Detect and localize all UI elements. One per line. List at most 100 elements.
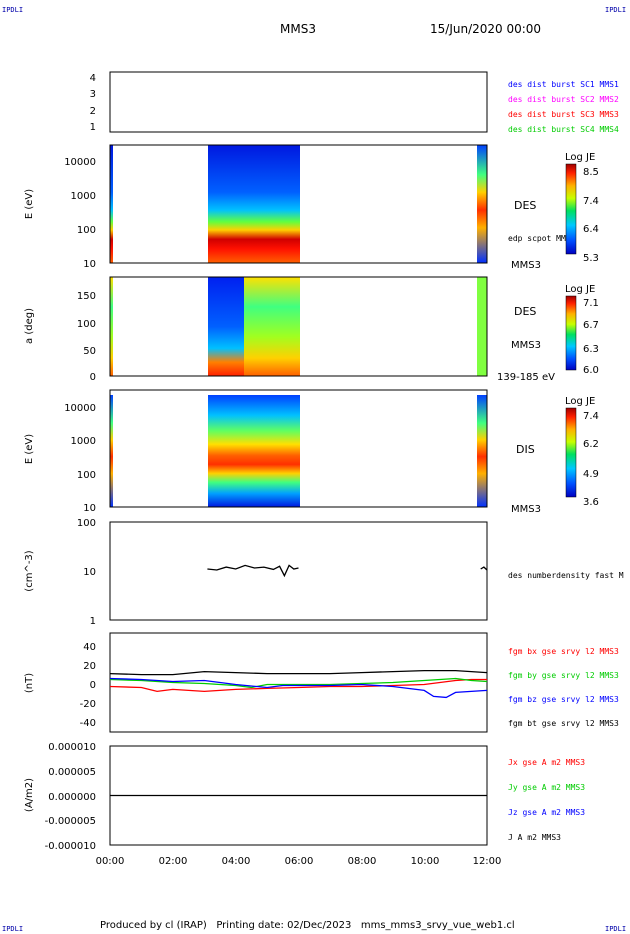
des-pitch-burst-a	[208, 277, 244, 376]
series-line-0	[109, 678, 487, 693]
y-tick: 40	[83, 642, 96, 653]
series-line-2	[109, 677, 488, 699]
colorbar-3-title: Log JE	[565, 396, 595, 407]
y-tick: 10000	[64, 157, 96, 168]
legend-sc1: des dist burst SC1 MMS1	[508, 80, 619, 89]
series-line-0	[207, 564, 299, 578]
cbar-tick: 3.6	[583, 497, 599, 508]
panel-dis-energy: 10000 1000 100 10 E (eV) DIS MMS3 Log JE…	[24, 389, 599, 515]
legend-bz: fgm bz gse srvy l2 MMS3	[508, 695, 619, 704]
cbar-tick: 6.2	[583, 439, 599, 450]
colorbar-1-ticks: 8.5 7.4 6.4 5.3	[583, 167, 599, 264]
panel-magnetic-field: 40 20 0 -20 -40 (nT) fgm bx gse srvy l2 …	[24, 632, 619, 733]
panel-1-legend: des dist burst SC1 MMS1 des dist burst S…	[508, 80, 619, 134]
panel-5-ylabel: (cm^-3)	[24, 550, 35, 591]
panel-2-ylabel: E (eV)	[24, 189, 35, 219]
des-energy-burst	[208, 145, 300, 263]
y-tick: 100	[77, 518, 96, 529]
panel-6-yticks: 40 20 0 -20 -40	[80, 642, 96, 729]
y-tick: 0.000010	[48, 742, 96, 753]
cbar-tick: 7.4	[583, 196, 599, 207]
x-tick: 00:00	[96, 856, 125, 867]
datetime-title: 15/Jun/2020 00:00	[430, 22, 541, 36]
colorbar-2-ticks: 7.1 6.7 6.3 6.0	[583, 298, 599, 376]
series-line-1	[109, 677, 488, 689]
y-tick: 100	[77, 470, 96, 481]
x-tick: 12:00	[473, 856, 502, 867]
colorbar-3-ticks: 7.4 6.2 4.9 3.6	[583, 411, 599, 508]
y-tick: 3	[90, 89, 96, 100]
y-tick: 0	[90, 372, 96, 383]
y-tick: 100	[77, 225, 96, 236]
des-pitch-edge-left	[110, 277, 113, 376]
y-tick: -20	[80, 699, 96, 710]
colorbar-3	[565, 407, 577, 498]
x-tick: 08:00	[348, 856, 377, 867]
panel-1-yticks: 4 3 2 1	[90, 73, 96, 133]
panel-6-ylabel: (nT)	[24, 673, 35, 693]
cbar-tick: 4.9	[583, 469, 599, 480]
panel-4-label: DIS	[516, 443, 535, 456]
panel-7-legend: Jx gse A m2 MMS3 Jy gse A m2 MMS3 Jz gse…	[508, 758, 585, 842]
panel-5-yticks: 100 10 1	[77, 518, 96, 627]
y-tick: 10	[83, 259, 96, 270]
dis-energy-edge-left	[110, 395, 113, 507]
cbar-tick: 6.7	[583, 320, 599, 331]
x-tick: 06:00	[285, 856, 314, 867]
panel-7-yticks: 0.000010 0.000005 0.000000 -0.000005 -0.…	[45, 742, 96, 852]
panel-4-frame	[109, 389, 488, 508]
footer-credit: Produced by cl (IRAP) Printing date: 02/…	[100, 920, 515, 931]
y-tick: 100	[77, 319, 96, 330]
y-tick: 10	[83, 503, 96, 514]
panel-4-bottom-label: MMS3	[511, 504, 541, 515]
y-tick: 1	[90, 616, 96, 627]
panel-5-series-label: des numberdensity fast M	[508, 571, 624, 580]
des-energy-edge-left	[110, 145, 113, 263]
des-energy-edge-right	[477, 145, 487, 263]
panel-2-bottom-label: MMS3	[511, 260, 541, 271]
cbar-tick: 7.4	[583, 411, 599, 422]
panel-current-density: 0.000010 0.000005 0.000000 -0.000005 -0.…	[24, 742, 585, 867]
y-tick: 0.000005	[48, 767, 96, 778]
spacecraft-title: MMS3	[280, 22, 316, 36]
panel-3-sublabel: MMS3	[511, 340, 541, 351]
panel-3-frame	[109, 276, 488, 377]
legend-jz: Jz gse A m2 MMS3	[508, 808, 585, 817]
x-tick: 04:00	[222, 856, 251, 867]
colorbar-2-title: Log JE	[565, 284, 595, 295]
panel-2-frame	[109, 144, 488, 264]
panel-density: 100 10 1 (cm^-3) des numberdensity fast …	[24, 518, 624, 627]
legend-by: fgm by gse srvy l2 MMS3	[508, 671, 619, 680]
y-tick: 1000	[71, 191, 96, 202]
y-tick: -0.000005	[45, 816, 96, 827]
y-tick: 1000	[71, 436, 96, 447]
y-tick: 0	[90, 680, 96, 691]
density-series	[207, 564, 488, 578]
colorbar-2	[565, 295, 577, 371]
y-tick: 150	[77, 291, 96, 302]
panel-des-energy: 10000 1000 100 10 E (eV) DES edp scpot M…	[24, 144, 599, 271]
x-axis-ticks: 00:00 02:00 04:00 06:00 08:00 10:00 12:0…	[96, 856, 502, 867]
series-line-3	[109, 669, 488, 676]
cbar-tick: 6.0	[583, 365, 599, 376]
x-tick: 10:00	[411, 856, 440, 867]
legend-sc3: des dist burst SC3 MMS3	[508, 110, 619, 119]
y-tick: 20	[83, 661, 96, 672]
panel-3-label: DES	[514, 305, 536, 318]
dis-energy-burst	[208, 395, 300, 507]
y-tick: 0.000000	[48, 792, 96, 803]
cbar-tick: 7.1	[583, 298, 599, 309]
panel-1-frame	[109, 71, 488, 133]
y-tick: 2	[90, 106, 96, 117]
dis-energy-edge-right	[477, 395, 487, 507]
magnetic-field-series	[109, 669, 488, 699]
legend-sc4: des dist burst SC4 MMS4	[508, 125, 619, 134]
legend-jy: Jy gse A m2 MMS3	[508, 783, 585, 792]
y-tick: -40	[80, 718, 96, 729]
panel-6-frame	[109, 632, 488, 733]
panel-2-sublabel: edp scpot MMS3	[508, 234, 576, 243]
panel-4-ylabel: E (eV)	[24, 434, 35, 464]
cbar-tick: 6.4	[583, 224, 599, 235]
cbar-tick: 8.5	[583, 167, 599, 178]
cbar-tick: 6.3	[583, 344, 599, 355]
